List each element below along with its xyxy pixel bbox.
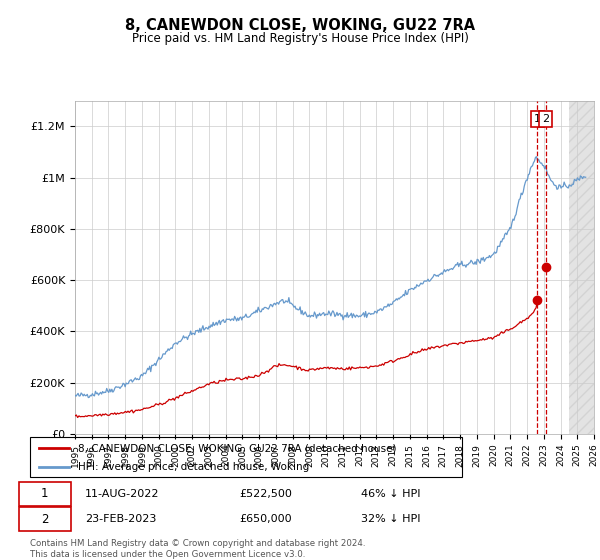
FancyBboxPatch shape: [19, 482, 71, 506]
Text: 1: 1: [534, 114, 541, 124]
Text: £650,000: £650,000: [240, 514, 292, 524]
Bar: [569, 101, 600, 434]
Text: HPI: Average price, detached house, Woking: HPI: Average price, detached house, Woki…: [77, 462, 309, 472]
Text: 46% ↓ HPI: 46% ↓ HPI: [361, 489, 421, 499]
Text: 2: 2: [41, 512, 49, 526]
Text: Price paid vs. HM Land Registry's House Price Index (HPI): Price paid vs. HM Land Registry's House …: [131, 32, 469, 45]
FancyBboxPatch shape: [19, 507, 71, 531]
Text: Contains HM Land Registry data © Crown copyright and database right 2024.
This d: Contains HM Land Registry data © Crown c…: [30, 539, 365, 559]
Text: 8, CANEWDON CLOSE, WOKING, GU22 7RA (detached house): 8, CANEWDON CLOSE, WOKING, GU22 7RA (det…: [77, 443, 396, 453]
Text: 23-FEB-2023: 23-FEB-2023: [85, 514, 157, 524]
Text: 1: 1: [41, 487, 49, 501]
Text: £522,500: £522,500: [240, 489, 293, 499]
Text: 2: 2: [542, 114, 550, 124]
Bar: [569, 101, 600, 434]
Text: 8, CANEWDON CLOSE, WOKING, GU22 7RA: 8, CANEWDON CLOSE, WOKING, GU22 7RA: [125, 18, 475, 33]
Text: 11-AUG-2022: 11-AUG-2022: [85, 489, 160, 499]
Text: 32% ↓ HPI: 32% ↓ HPI: [361, 514, 421, 524]
